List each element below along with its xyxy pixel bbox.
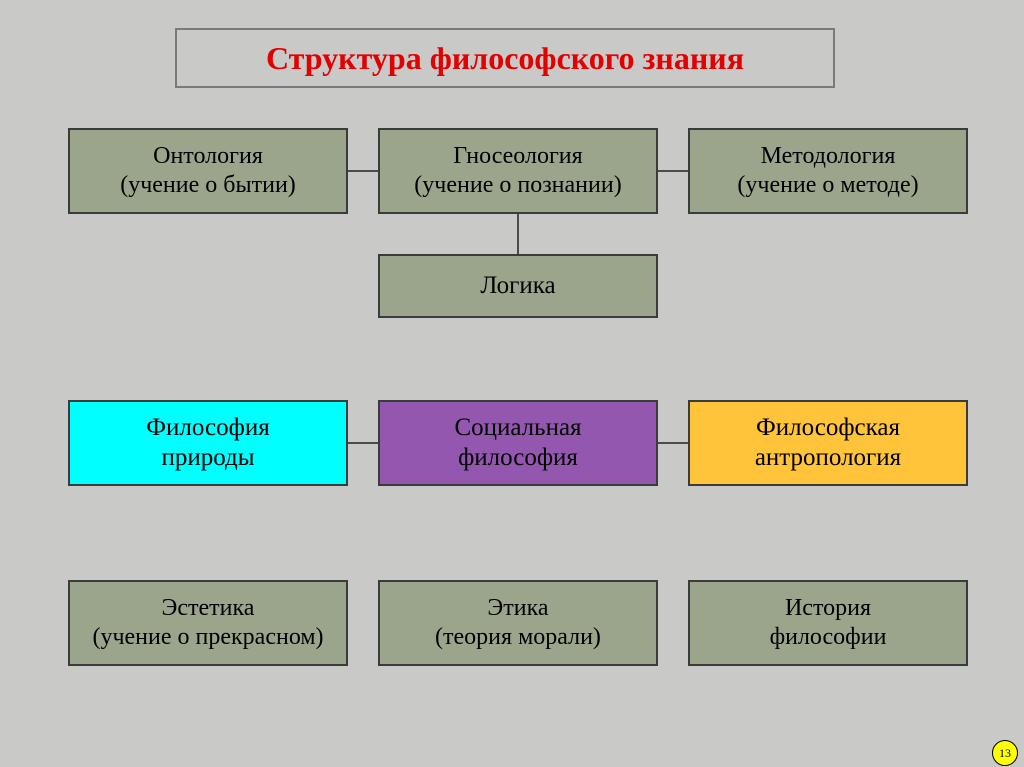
diagram-stage: Структура философского знания Онтология (… (0, 0, 1024, 767)
node-epistemology: Гносеология (учение о познании) (378, 128, 658, 214)
connector-0 (348, 170, 378, 172)
node-logic: Логика (378, 254, 658, 318)
connector-4 (658, 442, 688, 444)
diagram-title: Структура философского знания (175, 28, 835, 88)
connector-2 (517, 214, 519, 254)
node-nature: Философия природы (68, 400, 348, 486)
node-ontology: Онтология (учение о бытии) (68, 128, 348, 214)
node-methodology: Методология (учение о методе) (688, 128, 968, 214)
node-aesthetics: Эстетика (учение о прекрасном) (68, 580, 348, 666)
node-ethics: Этика (теория морали) (378, 580, 658, 666)
slide-number-badge: 13 (992, 740, 1018, 766)
node-anthropology: Философская антропология (688, 400, 968, 486)
connector-1 (658, 170, 688, 172)
node-social: Социальная философия (378, 400, 658, 486)
node-history: История философии (688, 580, 968, 666)
connector-3 (348, 442, 378, 444)
